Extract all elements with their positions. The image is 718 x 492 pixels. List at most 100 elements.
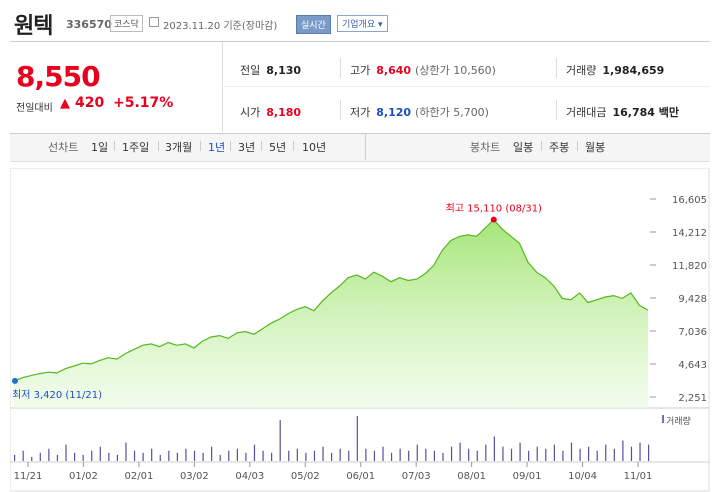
realtime-button[interactable]: 실시간 [296, 15, 331, 34]
y-tick-label: 4,643 [678, 360, 707, 371]
y-tick-label: 7,036 [678, 327, 707, 338]
volume-bar [14, 454, 16, 461]
volume-bar [442, 452, 444, 461]
volume-bar [279, 420, 281, 461]
current-price: 8,550 [16, 60, 101, 93]
volume-bar [271, 452, 273, 461]
max-label: 최고 15,110 (08/31) [446, 203, 542, 215]
volume-bar [91, 450, 93, 461]
volume-bar [219, 454, 221, 461]
volume-bar [648, 444, 650, 461]
divider [365, 134, 366, 160]
volume-bar [399, 448, 401, 461]
volume-bar [31, 456, 33, 461]
volume-bar [365, 448, 367, 461]
x-tick-label: 03/02 [180, 471, 209, 482]
x-tick-label: 08/01 [457, 471, 486, 482]
min-label: 최저 3,420 (11/21) [12, 389, 102, 401]
volume-bar [519, 442, 521, 461]
volume-bar [562, 450, 564, 461]
volume-bar [125, 442, 127, 461]
volume-bar [65, 444, 67, 461]
x-tick-label: 04/03 [235, 471, 264, 482]
divider [556, 58, 557, 78]
volume-bar [502, 446, 504, 461]
company-info-dropdown[interactable]: 기업개요 ▾ [337, 15, 388, 32]
y-tick-label: 11,820 [672, 261, 707, 272]
tab-10year[interactable]: 10년 [302, 141, 327, 154]
calendar-icon [149, 17, 159, 27]
tab-separator [200, 141, 201, 151]
tab-1week[interactable]: 1주일 [122, 141, 150, 154]
min-point [12, 377, 18, 384]
tab-monthly[interactable]: 월봉 [585, 141, 606, 154]
x-tick-label: 01/02 [69, 471, 98, 482]
volume-bar [553, 444, 555, 461]
volume-bar [159, 454, 161, 461]
divider [222, 86, 710, 87]
volume-bar [185, 448, 187, 461]
stat-prev: 전일 8,130 [240, 64, 302, 77]
stock-code: 336570 [66, 18, 112, 31]
volume-bar [545, 448, 547, 461]
volume-bar [528, 450, 530, 461]
x-tick-label: 07/03 [402, 471, 431, 482]
y-tick-label: 9,428 [678, 294, 707, 305]
volume-bar [476, 450, 478, 461]
volume-bar [116, 454, 119, 461]
market-badge: 코스닥 [110, 15, 143, 32]
tab-separator [577, 141, 578, 151]
tab-separator [230, 141, 231, 151]
y-tick-label: 2,251 [678, 393, 707, 404]
volume-bar [339, 448, 341, 461]
x-tick-label: 11/21 [14, 471, 43, 482]
volume-legend: 거래량 [666, 417, 691, 427]
tab-5year[interactable]: 5년 [269, 141, 287, 154]
tab-3month[interactable]: 3개월 [165, 141, 193, 154]
stock-header: 원텍 336570 코스닥 2023.11.20 기준(장마감) 실시간 기업개… [0, 0, 718, 40]
tab-1day[interactable]: 1일 [91, 141, 109, 154]
volume-bar [493, 436, 495, 461]
volume-bar [485, 444, 487, 461]
volume-bar [613, 448, 615, 461]
volume-bar [211, 446, 213, 461]
volume-bar [425, 448, 427, 461]
volume-bar [510, 448, 513, 461]
up-arrow-icon: ▲ [60, 96, 70, 111]
volume-bar [605, 444, 607, 461]
max-point [490, 216, 497, 223]
tab-weekly[interactable]: 주봉 [549, 141, 570, 154]
tab-daily[interactable]: 일봉 [513, 141, 534, 154]
header-divider [10, 41, 710, 42]
candle-chart-label: 봉차트 [470, 141, 501, 154]
volume-bar [459, 442, 461, 461]
y-tick-label: 16,605 [672, 195, 707, 206]
volume-bar [253, 444, 256, 461]
divider [556, 100, 557, 120]
divider [340, 100, 341, 120]
volume-bar [39, 452, 41, 461]
price-chart: 16,605 14,212 11,820 9,428 7,036 4,643 2,251 최… [10, 168, 710, 492]
volume-bar [262, 450, 264, 461]
tab-separator [261, 141, 262, 151]
change-percent: +5.17% [113, 95, 174, 111]
volume-bar [305, 452, 307, 461]
volume-bar [322, 446, 324, 461]
x-tick-label: 06/01 [346, 471, 375, 482]
divider [222, 42, 223, 132]
volume-bar [639, 442, 641, 461]
tab-1year[interactable]: 1년 [208, 141, 226, 154]
volume-bar [133, 450, 136, 461]
volume-bar [99, 446, 101, 461]
volume-bar [356, 416, 358, 461]
volume-bar [579, 448, 581, 461]
volume-bar [228, 450, 230, 461]
volume-bar [382, 446, 384, 461]
price-area [14, 219, 648, 408]
volume-bar [596, 450, 598, 461]
line-chart-label: 선차트 [48, 141, 79, 154]
tab-separator [114, 141, 115, 151]
stat-volume: 거래량 1,984,659 [566, 64, 665, 77]
tab-3year[interactable]: 3년 [238, 141, 256, 154]
volume-bar [536, 446, 538, 461]
